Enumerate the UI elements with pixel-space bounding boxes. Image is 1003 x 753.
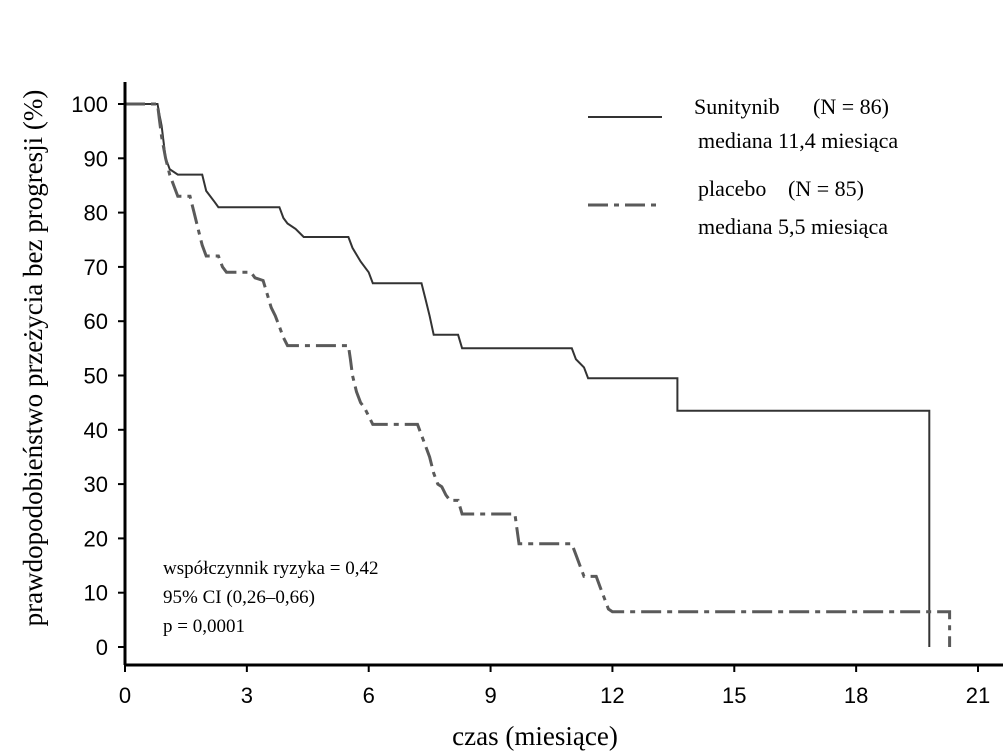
y-tick-label: 40: [84, 418, 108, 443]
y-tick-label: 30: [84, 472, 108, 497]
x-ticks: 0 3 6 9 12 15 18 21: [119, 665, 990, 708]
x-tick-label: 6: [363, 683, 375, 708]
x-tick-label: 0: [119, 683, 131, 708]
curves-layer: [125, 102, 952, 647]
confidence-interval-text: 95% CI (0,26–0,66): [163, 587, 315, 608]
stats-annotation: współczynnik ryzyka = 0,42 95% CI (0,26–…: [163, 558, 378, 637]
y-ticks: 0 10 20 30 40 50 60 70 80 90 100: [71, 92, 125, 660]
legend-median-placebo: mediana 5,5 miesiąca: [698, 214, 888, 239]
y-tick-label: 20: [84, 526, 108, 551]
y-tick-label: 60: [84, 309, 108, 334]
y-tick-label: 10: [84, 581, 108, 606]
x-tick-label: 3: [241, 683, 253, 708]
legend-n-placebo: (N = 85): [788, 176, 864, 201]
x-tick-label: 21: [966, 683, 990, 708]
legend: Sunitynib (N = 86) mediana 11,4 miesiąca…: [588, 94, 898, 239]
y-tick-label: 70: [84, 255, 108, 280]
x-tick-label: 15: [722, 683, 746, 708]
y-tick-label: 90: [84, 146, 108, 171]
x-tick-label: 9: [484, 683, 496, 708]
y-tick-label: 50: [84, 364, 108, 389]
legend-label-sunitynib: Sunitynib: [694, 94, 780, 119]
legend-n-sunitynib: (N = 86): [813, 94, 889, 119]
p-value-text: p = 0,0001: [163, 616, 245, 637]
x-axis-label: czas (miesiące): [452, 721, 618, 751]
y-tick-label: 80: [84, 201, 108, 226]
legend-label-placebo: placebo: [698, 176, 766, 201]
legend-median-sunitynib: mediana 11,4 miesiąca: [698, 128, 898, 153]
x-tick-label: 18: [844, 683, 868, 708]
x-tick-label: 12: [600, 683, 624, 708]
y-axis-label: prawdopodobieństwo przeżycia bez progres…: [18, 90, 48, 627]
y-tick-label: 100: [71, 92, 108, 117]
y-tick-label: 0: [96, 635, 108, 660]
series-line-placebo: [125, 102, 952, 647]
hazard-ratio-text: współczynnik ryzyka = 0,42: [163, 558, 378, 579]
